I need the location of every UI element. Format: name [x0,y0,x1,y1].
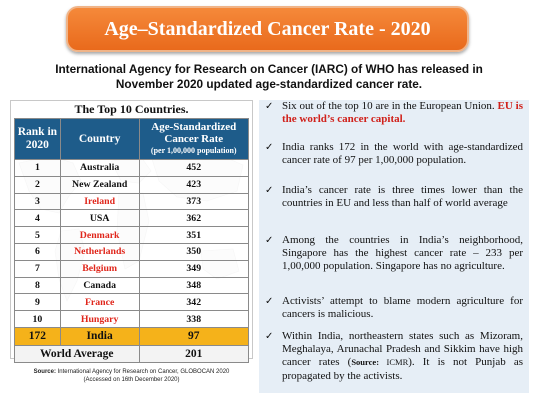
source-note: Source: International Agency for Researc… [10,368,253,384]
cell-rank: 8 [14,276,61,295]
cell-rank: 4 [14,209,61,228]
check-mark-icon: ✓ [265,142,274,153]
cell-rate: 349 [138,259,249,278]
bullet-6-text-after: ). It is not Punjab as propagated by the… [282,356,524,382]
cell-rate: 348 [138,276,249,295]
table-header-row: Rank in 2020 Country Age-Standardized Ca… [14,118,249,160]
bullet-4-text: Among the countries in India’s neighborh… [282,234,523,273]
bullet-singapore: ✓ Among the countries in India’s neighbo… [265,234,523,274]
header-rate-line3: (per 1,00,000 population) [150,146,237,155]
table-row: 9 France 342 [14,293,249,312]
cell-country: Canada [59,276,140,295]
bullet-5-text: Activists’ attempt to blame modern agric… [282,295,523,321]
cell-rank: 9 [14,293,61,312]
subtitle: International Agency for Research on Can… [55,62,483,91]
title-banner: Age–Standardized Cancer Rate - 2020 [66,6,469,52]
cell-rate: 342 [138,293,249,312]
top-countries-panel: The Top 10 Countries. Rank in 2020 Count… [10,100,253,363]
bullet-6-text-before: Within India, northeastern states such a… [282,330,523,369]
cell-rate: 350 [138,242,249,261]
source-text: International Agency for Research on Can… [57,369,230,375]
cell-country: Netherlands [59,242,140,261]
cell-rank: 6 [14,242,61,261]
source-accessed: (Accessed on 16th December 2020) [83,377,180,383]
table-row: 2 New Zealand 423 [14,175,249,194]
check-mark-icon: ✓ [265,296,274,307]
cell-rank: 1 [14,159,61,177]
bullet-activists: ✓ Activists’ attempt to blame modern agr… [265,295,523,321]
key-points-panel: ✓ Six out of the top 10 are in the Europ… [259,100,529,393]
bullet-eu-cancer: ✓ Six out of the top 10 are in the Europ… [265,100,523,126]
bullet-text: Six out of the top 10 are in the Europea… [282,100,523,126]
bullet-india-rank: ✓ India ranks 172 in the world with age-… [265,141,523,167]
cell-country: Ireland [59,192,140,211]
world-average-label: World Average [14,344,140,363]
header-rank-line1: Rank in [17,126,58,138]
cell-rank: 10 [14,310,61,328]
india-row: 172 India 97 [14,326,249,346]
table-body: 1 Australia 452 2 New Zealand 423 3 Ireland 373 4… [14,159,249,363]
cell-rate: 338 [138,310,249,328]
header-rate-line2: Cancer Rate [164,133,224,145]
bullet-6-source-name: ICMR [379,357,409,368]
cell-country: Australia [59,159,140,177]
check-mark-icon: ✓ [265,185,274,196]
header-country: Country [59,118,140,160]
table-row: 7 Belgium 349 [14,259,249,278]
bullet-northeast-states: ✓ Within India, northeastern states such… [265,330,523,383]
cell-country: Denmark [59,226,140,244]
india-rate: 97 [138,326,249,346]
cell-rank: 5 [14,226,61,244]
cell-rate: 351 [138,226,249,244]
bullet-6-text: Within India, northeastern states such a… [282,330,523,383]
cell-rank: 7 [14,259,61,278]
cell-rank: 2 [14,175,61,194]
bullet-1-highlight: EU is the world’s cancer capital. [282,100,523,126]
source-label: Source: [33,369,56,375]
cell-country: Belgium [59,259,140,278]
table-row: 4 USA 362 [14,209,249,228]
cell-country: Hungary [59,310,140,328]
cell-rate: 423 [138,175,249,194]
table-row: 5 Denmark 351 [14,226,249,244]
header-rank-line2: 2020 [25,139,49,151]
cell-country: New Zealand [59,175,140,194]
bullet-2-text: India ranks 172 in the world with age-st… [282,141,523,167]
check-mark-icon: ✓ [265,101,274,112]
header-rank: Rank in 2020 [14,118,61,160]
bullet-3-text: India’s cancer rate is three times lower… [282,184,523,210]
india-country: India [59,326,140,346]
header-rate-line1: Age-Standardized [151,121,237,133]
cell-country: USA [59,209,140,228]
cell-rank: 3 [14,192,61,211]
cell-country: France [59,293,140,312]
bullet-6-source-label: Source: [351,357,380,368]
check-mark-icon: ✓ [265,331,274,342]
world-average-rate: 201 [138,344,249,363]
cell-rate: 362 [138,209,249,228]
table-row: 1 Australia 452 [14,159,249,177]
table-row: 10 Hungary 338 [14,310,249,328]
cancer-rate-table: Rank in 2020 Country Age-Standardized Ca… [14,118,249,363]
bullet-india-rate-lower: ✓ India’s cancer rate is three times low… [265,184,523,210]
check-mark-icon: ✓ [265,235,274,246]
table-title: The Top 10 Countries. [74,102,189,116]
header-rate: Age-Standardized Cancer Rate (per 1,00,0… [138,118,249,160]
page-title: Age–Standardized Cancer Rate - 2020 [104,17,431,40]
india-rank: 172 [14,326,61,346]
table-row: 6 Netherlands 350 [14,242,249,261]
bullet-1-text: Six out of the top 10 are in the Europea… [282,100,495,112]
world-average-row: World Average 201 [14,344,249,363]
table-row: 3 Ireland 373 [14,192,249,211]
cell-rate: 373 [138,192,249,211]
cell-rate: 452 [138,159,249,177]
table-row: 8 Canada 348 [14,276,249,295]
